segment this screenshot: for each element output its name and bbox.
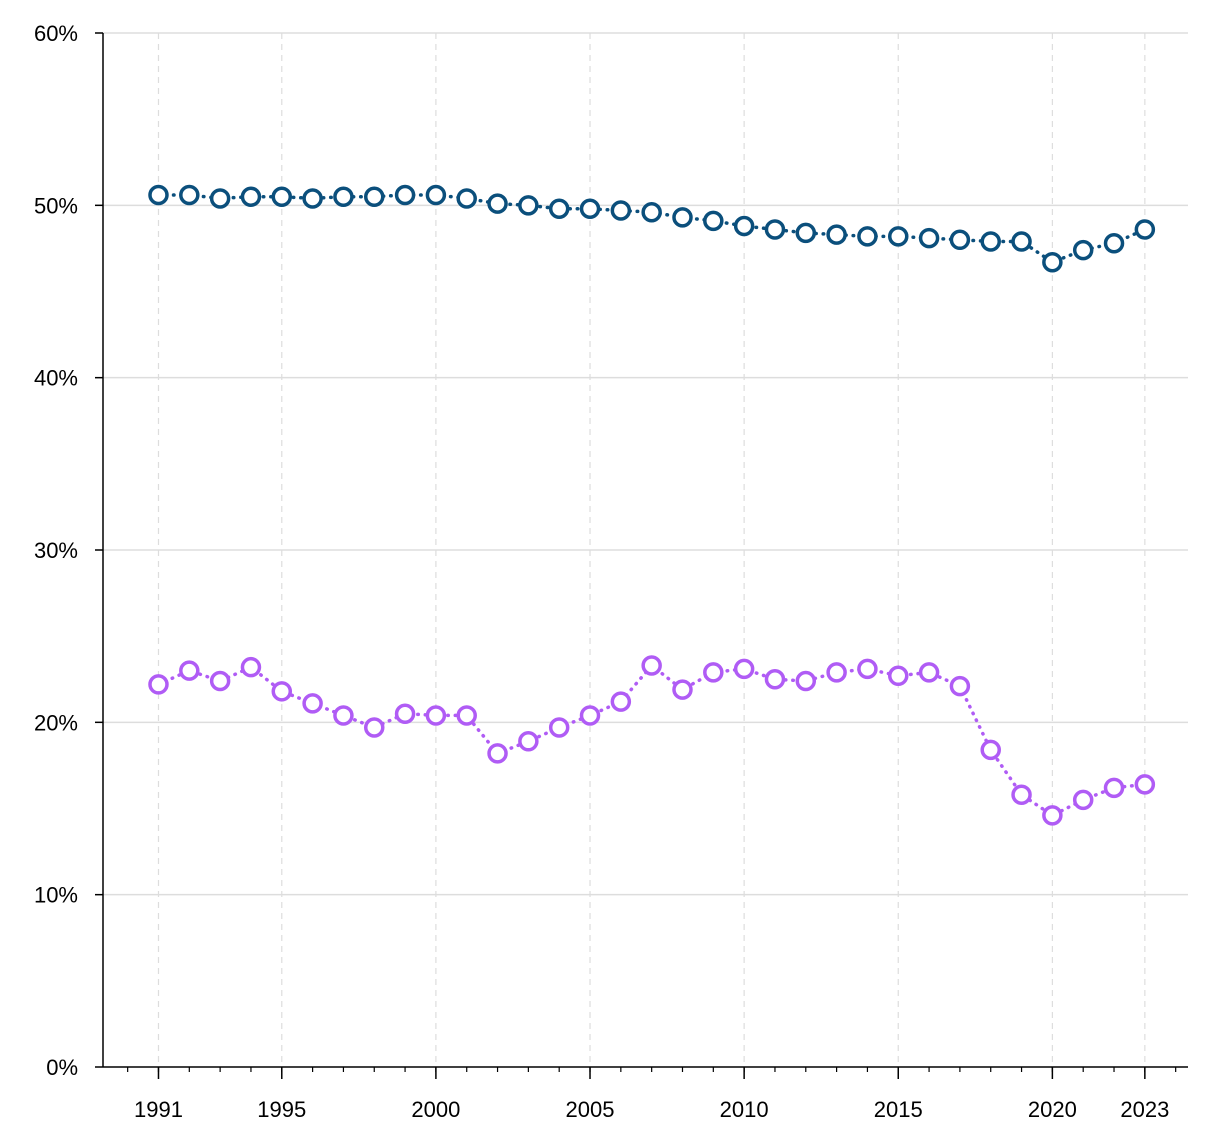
- y-tick-label: 0%: [46, 1055, 78, 1080]
- series-2-point: [795, 670, 817, 692]
- series-1-point: [888, 226, 909, 247]
- x-tick-label: 1995: [257, 1097, 306, 1122]
- series-2-point: [364, 717, 385, 738]
- series-2-point: [1103, 777, 1125, 799]
- series-1-point: [1042, 251, 1063, 273]
- series-1-point: [733, 215, 755, 237]
- axes: 0% 10% 20% 30% 40% 50% 60% 1991 1995 2000 2005 2010…: [34, 21, 1188, 1122]
- series-1-point: [1072, 239, 1094, 261]
- series-2-point: [672, 679, 693, 700]
- series-1-point: [918, 227, 940, 249]
- series-1-point: [487, 193, 508, 214]
- series-1-point: [394, 184, 416, 206]
- x-tick-label: 2005: [566, 1097, 615, 1122]
- series-1-point: [179, 184, 200, 206]
- series-2: [148, 655, 1156, 826]
- x-tick-label: 1991: [134, 1097, 183, 1122]
- y-tick-label: 60%: [34, 21, 78, 46]
- series-2-point: [487, 743, 508, 764]
- series-1-point: [548, 198, 570, 220]
- series-2-point: [179, 660, 200, 681]
- series-2-line: [156, 663, 1147, 818]
- series-2-point: [703, 662, 724, 683]
- series-2-point: [394, 703, 416, 724]
- series-2-point: [857, 658, 878, 680]
- series-2-point: [980, 739, 1001, 761]
- x-tick-label: 2000: [411, 1097, 460, 1122]
- series-1-point: [795, 222, 817, 244]
- series-2-point: [240, 656, 262, 678]
- series-2-point: [148, 674, 169, 695]
- series-2-point: [271, 681, 293, 702]
- series-1-point: [364, 186, 385, 207]
- series-1-point: [826, 224, 847, 245]
- series-2-point: [518, 731, 539, 752]
- series-1-point: [1103, 232, 1125, 254]
- y-tick-label: 40%: [34, 366, 78, 391]
- series-1-point: [271, 186, 293, 207]
- series-2-point: [733, 658, 755, 680]
- x-tick-label: 2023: [1120, 1097, 1169, 1122]
- series-2-point: [949, 675, 971, 697]
- series-1-point: [857, 226, 878, 247]
- series-1-point: [980, 231, 1001, 252]
- series-2-point: [333, 705, 354, 726]
- series-group: [148, 184, 1156, 826]
- y-tick-label: 50%: [34, 193, 78, 218]
- series-2-point: [918, 662, 940, 683]
- series-2-point: [1042, 805, 1063, 826]
- series-1-point: [641, 201, 662, 223]
- series-1-point: [148, 184, 169, 206]
- series-1-point: [518, 195, 539, 216]
- series-2-point: [1134, 774, 1156, 795]
- series-1-point: [579, 198, 601, 220]
- series-2-point: [826, 662, 847, 683]
- y-tick-label: 10%: [34, 883, 78, 908]
- series-1: [148, 184, 1156, 273]
- series-2-point: [764, 669, 786, 690]
- series-2-point: [425, 705, 447, 726]
- series-1-point: [333, 186, 354, 207]
- y-tick-label: 30%: [34, 538, 78, 563]
- series-2-point: [548, 717, 570, 738]
- series-1-point: [302, 188, 323, 209]
- series-2-point: [302, 693, 323, 714]
- series-1-point: [949, 229, 971, 251]
- x-tick-label: 2020: [1028, 1097, 1077, 1122]
- gridlines: [103, 32, 1188, 1067]
- series-1-point: [456, 188, 477, 209]
- series-2-point: [209, 670, 231, 692]
- series-2-point: [610, 691, 632, 712]
- x-tick-label: 2010: [720, 1097, 769, 1122]
- y-tick-label: 20%: [34, 710, 78, 735]
- series-2-point: [1011, 784, 1032, 805]
- x-tick-label: 2015: [874, 1097, 923, 1122]
- series-1-point: [610, 200, 632, 221]
- series-1-point: [1011, 231, 1032, 252]
- series-1-point: [672, 207, 693, 228]
- series-1-point: [425, 184, 447, 206]
- series-1-point: [703, 210, 724, 232]
- series-1-point: [240, 186, 262, 207]
- series-2-point: [641, 655, 662, 676]
- series-1-point: [209, 188, 231, 209]
- series-1-point: [764, 219, 786, 240]
- series-2-point: [456, 705, 477, 726]
- series-2-point: [888, 665, 909, 687]
- series-2-point: [579, 705, 601, 726]
- series-2-point: [1072, 789, 1094, 811]
- series-1-point: [1134, 219, 1156, 240]
